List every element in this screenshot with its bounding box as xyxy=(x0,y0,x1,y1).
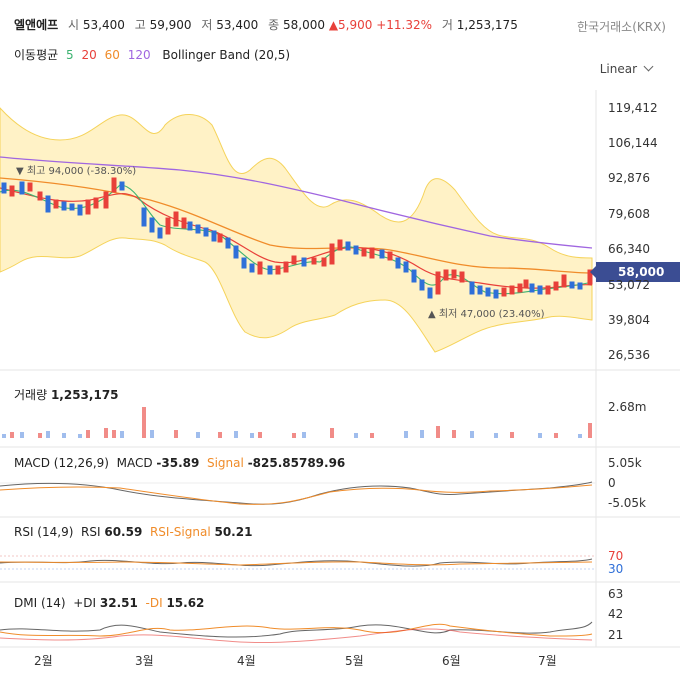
dmi-axis-tick: 63 xyxy=(608,587,624,601)
stock-name: 엘앤에프 xyxy=(14,18,59,32)
rsi-axis-tick: 30 xyxy=(608,562,624,576)
open-value: 53,400 xyxy=(82,18,125,32)
high-annotation: ▼ 최고 94,000 (-38.30%) xyxy=(16,166,137,177)
price-tick: 39,804 xyxy=(608,313,650,327)
ma5-line xyxy=(0,184,593,295)
open-label: 시 xyxy=(68,18,80,32)
macd-axis-tick: 0 xyxy=(608,476,616,490)
bollinger-label: Bollinger Band (20,5) xyxy=(162,48,291,62)
ma60-label: 60 xyxy=(104,48,120,62)
exchange-label: 한국거래소(KRX) xyxy=(577,20,666,34)
high-value: 59,900 xyxy=(149,18,192,32)
scale-select[interactable]: Linear xyxy=(599,61,654,76)
bollinger-band xyxy=(0,107,593,353)
low-label: 저 xyxy=(201,18,213,32)
ma-title: 이동평균 xyxy=(14,48,59,62)
ma5-label: 5 xyxy=(66,48,74,62)
x-tick-mar: 3월 xyxy=(135,654,154,668)
high-label: 고 xyxy=(134,18,146,32)
change-pct: +11.32% xyxy=(376,18,433,32)
price-tick: 119,412 xyxy=(608,101,658,115)
x-tick-jun: 6월 xyxy=(442,654,461,668)
rsi-legend: RSI (14,9) RSI 60.59 RSI-Signal 50.21 xyxy=(14,525,253,539)
stock-header: 엘앤에프 시 53,400 고 59,900 저 53,400 종 58,000… xyxy=(14,16,518,33)
x-tick-may: 5월 xyxy=(345,654,364,668)
volume-label: 거 xyxy=(441,18,453,32)
candles xyxy=(1,177,593,299)
macd-legend: MACD (12,26,9) MACD -35.89 Signal -825.8… xyxy=(14,456,346,470)
price-tick: 106,144 xyxy=(608,136,658,150)
dmi-axis-tick: 42 xyxy=(608,607,624,621)
macd-line xyxy=(0,481,593,505)
volume-axis-tick: 2.68m xyxy=(608,400,647,414)
low-value: 53,400 xyxy=(216,18,259,32)
price-tick: 79,608 xyxy=(608,207,650,221)
current-price-tag: 58,000 xyxy=(590,262,680,282)
dmi-plus-line xyxy=(0,621,593,638)
volume-bars xyxy=(2,407,592,438)
dmi-axis-tick: 21 xyxy=(608,628,624,642)
volume-value: 1,253,175 xyxy=(456,18,518,32)
dmi-legend: DMI (14) +DI 32.51 -DI 15.62 xyxy=(14,596,205,610)
dmi-minus-line xyxy=(0,623,593,637)
ma120-label: 120 xyxy=(127,48,151,62)
x-tick-jul: 7월 xyxy=(538,654,557,668)
change-value: 5,900 xyxy=(338,18,373,32)
macd-axis-tick: 5.05k xyxy=(608,456,642,470)
macd-axis-tick: -5.05k xyxy=(608,496,646,510)
ma20-label: 20 xyxy=(81,48,97,62)
x-tick-feb: 2월 xyxy=(34,654,53,668)
close-value: 58,000 xyxy=(282,18,325,32)
macd-signal-line xyxy=(0,484,593,505)
price-tick: 26,536 xyxy=(608,348,650,362)
price-tick: 53,072 xyxy=(608,278,650,292)
close-label: 종 xyxy=(268,18,280,32)
change-up-icon: ▲ xyxy=(328,18,339,32)
volume-legend: 거래량 1,253,175 xyxy=(14,388,119,402)
scale-value: Linear xyxy=(599,62,637,76)
x-tick-apr: 4월 xyxy=(237,654,256,668)
price-tick: 66,340 xyxy=(608,242,650,256)
low-annotation: ▲ 최저 47,000 (23.40%) xyxy=(428,309,545,320)
rsi-axis-tick: 70 xyxy=(608,549,624,563)
price-tick: 92,876 xyxy=(608,171,650,185)
rsi-signal-line xyxy=(0,561,593,566)
ma-legend[interactable]: 이동평균 5 20 60 120 Bollinger Band (20,5) xyxy=(14,46,294,63)
adx-line xyxy=(0,628,593,644)
volume-legend-value: 1,253,175 xyxy=(50,388,119,402)
ma120-line xyxy=(0,156,593,249)
